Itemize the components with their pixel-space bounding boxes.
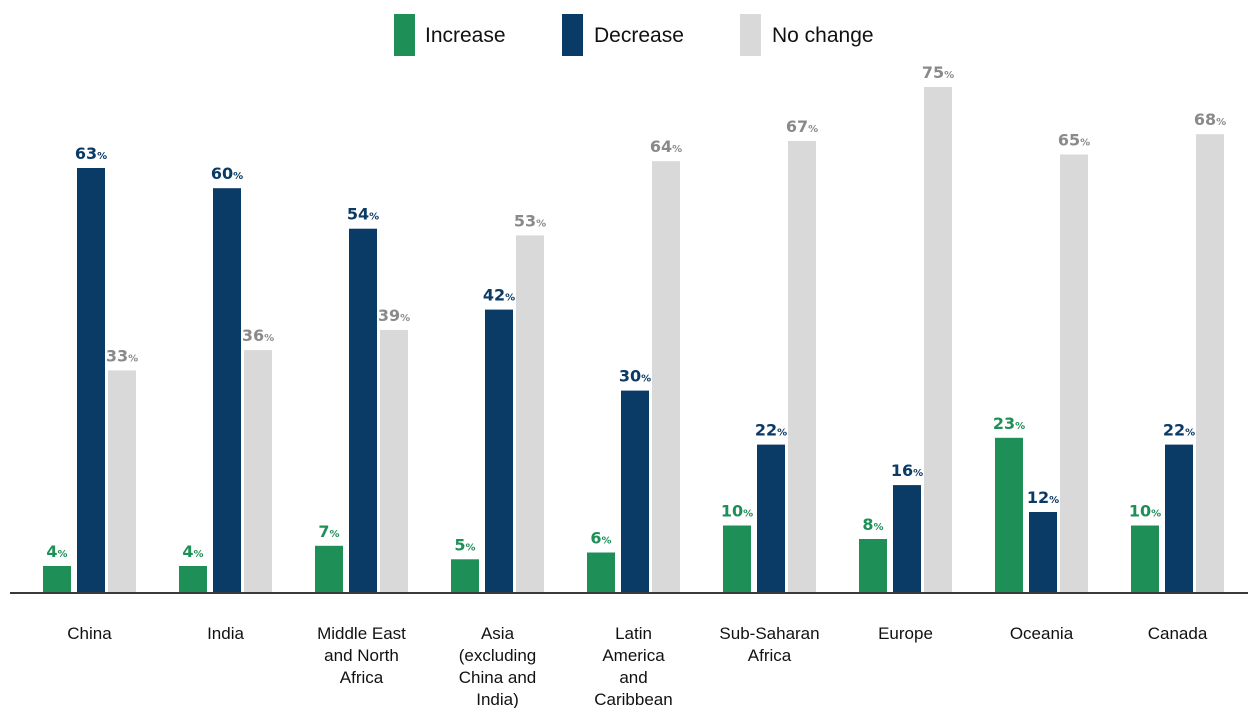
data-label-decrease-europe: 16% [891, 461, 923, 480]
bar-increase-europe [859, 539, 887, 593]
bar-decrease-latin-america-and-caribbean [621, 390, 649, 593]
data-label-increase-latin-america-and-caribbean: 6% [590, 529, 611, 548]
category-label-middle-east-and-north-africa: Middle East and North Africa [317, 624, 406, 687]
bar-groups: 4% 63% 33% 4% 60% 36% 7% 54% 39% 5% 42% 53% 6% 30% 64%… [43, 63, 1226, 593]
category-label-latin-america-and-caribbean: Latin America and Caribbean [594, 624, 672, 708]
category-label-china: China [67, 624, 112, 643]
bar-group-china: 4% 63% 33% [43, 144, 138, 593]
data-label-increase-oceania: 23% [993, 414, 1025, 433]
bar-decrease-middle-east-and-north-africa [349, 228, 377, 593]
bar-group-latin-america-and-caribbean: 6% 30% 64% [587, 137, 682, 593]
data-label-decrease-china: 63% [75, 144, 107, 163]
bar-increase-sub-saharan-africa [723, 525, 751, 593]
data-label-increase-canada: 10% [1129, 502, 1161, 521]
data-label-decrease-sub-saharan-africa: 22% [755, 421, 787, 440]
data-label-decrease-latin-america-and-caribbean: 30% [619, 367, 651, 386]
bar-group-oceania: 23% 12% 65% [993, 131, 1090, 593]
category-label-europe: Europe [878, 624, 933, 643]
bar-group-sub-saharan-africa: 10% 22% 67% [721, 117, 818, 593]
data-label-decrease-asia-excluding-china-and-india: 42% [483, 286, 515, 305]
bar-decrease-sub-saharan-africa [757, 444, 785, 593]
data-label-increase-china: 4% [46, 542, 67, 561]
legend-swatch-decrease [562, 14, 583, 56]
bar-decrease-asia-excluding-china-and-india [485, 309, 513, 593]
bar-no-change-asia-excluding-china-and-india [516, 235, 544, 593]
bar-decrease-china [77, 168, 105, 593]
bar-decrease-india [213, 188, 241, 593]
category-label-canada: Canada [1148, 624, 1208, 643]
bar-no-change-canada [1196, 134, 1224, 593]
data-label-decrease-india: 60% [211, 164, 243, 183]
bar-decrease-europe [893, 485, 921, 593]
data-label-no-change-asia-excluding-china-and-india: 53% [514, 211, 546, 230]
bar-group-middle-east-and-north-africa: 7% 54% 39% [315, 205, 410, 593]
bar-increase-india [179, 566, 207, 593]
category-labels: China India Middle East and North Africa Asia… [67, 624, 1208, 708]
category-label-sub-saharan-africa: Sub-Saharan Africa [719, 624, 819, 665]
category-label-oceania: Oceania [1010, 624, 1074, 643]
legend-label-decrease: Decrease [594, 24, 684, 47]
bar-no-change-sub-saharan-africa [788, 141, 816, 593]
legend-label-no-change: No change [772, 24, 874, 47]
data-label-increase-india: 4% [182, 542, 203, 561]
data-label-decrease-middle-east-and-north-africa: 54% [347, 205, 379, 224]
data-label-no-change-europe: 75% [922, 63, 954, 82]
bar-increase-china [43, 566, 71, 593]
bar-no-change-china [108, 370, 136, 593]
chart-legend: Increase Decrease No change [394, 14, 874, 56]
data-label-decrease-canada: 22% [1163, 421, 1195, 440]
bar-group-asia-excluding-china-and-india: 5% 42% 53% [451, 211, 546, 593]
category-label-india: India [207, 624, 244, 643]
bar-no-change-middle-east-and-north-africa [380, 329, 408, 593]
legend-swatch-no-change [740, 14, 761, 56]
bar-increase-canada [1131, 525, 1159, 593]
bar-no-change-latin-america-and-caribbean [652, 161, 680, 593]
bar-increase-oceania [995, 437, 1023, 593]
data-label-decrease-oceania: 12% [1027, 488, 1059, 507]
bar-no-change-europe [924, 87, 952, 593]
data-label-increase-europe: 8% [862, 515, 883, 534]
bar-no-change-oceania [1060, 154, 1088, 593]
bar-increase-asia-excluding-china-and-india [451, 559, 479, 593]
data-label-no-change-china: 33% [106, 346, 138, 365]
data-label-increase-middle-east-and-north-africa: 7% [318, 522, 339, 541]
data-label-no-change-sub-saharan-africa: 67% [786, 117, 818, 136]
data-label-no-change-canada: 68% [1194, 110, 1226, 129]
bar-group-canada: 10% 22% 68% [1129, 110, 1226, 593]
bar-increase-middle-east-and-north-africa [315, 545, 343, 593]
legend-swatch-increase [394, 14, 415, 56]
data-label-no-change-latin-america-and-caribbean: 64% [650, 137, 682, 156]
data-label-increase-sub-saharan-africa: 10% [721, 502, 753, 521]
bar-increase-latin-america-and-caribbean [587, 552, 615, 593]
bar-group-india: 4% 60% 36% [179, 164, 274, 593]
bar-decrease-canada [1165, 444, 1193, 593]
data-label-no-change-india: 36% [242, 326, 274, 345]
legend-label-increase: Increase [425, 24, 506, 47]
category-label-asia-excluding-china-and-india: Asia (excluding China and India) [459, 624, 537, 708]
data-label-increase-asia-excluding-china-and-india: 5% [454, 535, 475, 554]
bar-group-europe: 8% 16% 75% [859, 63, 954, 593]
bar-decrease-oceania [1029, 512, 1057, 593]
bar-no-change-india [244, 350, 272, 593]
data-label-no-change-middle-east-and-north-africa: 39% [378, 306, 410, 325]
data-label-no-change-oceania: 65% [1058, 131, 1090, 150]
